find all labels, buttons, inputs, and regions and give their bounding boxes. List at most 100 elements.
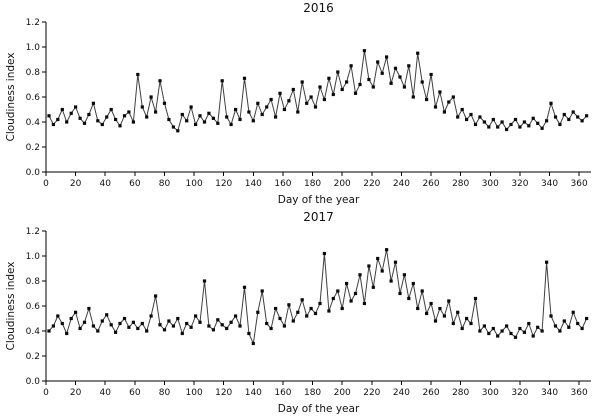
y-tick-label: 1.2 [26,18,40,28]
data-point-marker [265,105,269,109]
data-point-marker [576,321,580,326]
y-axis-label: Cloudiness index [5,52,17,142]
data-point-marker [287,303,291,307]
data-point-marker [242,76,247,80]
data-point-marker [247,331,251,336]
data-point-marker [536,325,540,329]
data-point-marker [491,117,495,122]
x-tick-label: 160 [274,179,291,189]
data-point-marker [114,117,118,122]
data-point-marker [473,122,478,127]
data-point-marker [540,329,544,333]
data-point-marker [402,273,406,277]
x-tick-label: 140 [245,179,262,189]
data-point-marker [345,281,349,286]
data-point-marker [567,117,571,122]
data-point-marker [154,110,158,114]
data-point-marker [282,107,286,112]
x-tick-label: 280 [452,388,469,398]
data-point-marker [47,114,51,118]
data-point-marker [398,291,402,296]
x-axis-label: Day of the year [277,194,360,206]
data-point-marker [389,279,393,283]
data-point-marker [291,87,295,92]
data-point-marker [234,314,238,318]
data-point-marker [429,301,433,306]
data-point-marker [496,125,500,129]
data-point-marker [296,310,300,314]
chart-2017-plot: 0 20 40 60 80 100 120 140 160 180 200 220 240 260 280 3… [26,227,591,398]
data-point-marker [371,85,375,89]
x-tick-label: 180 [304,179,321,189]
data-point-marker [513,117,518,122]
y-tick-label: 0.6 [26,93,41,103]
data-point-marker [429,72,433,77]
data-point-marker [313,311,318,316]
x-tick-label: 100 [186,388,203,398]
data-point-marker [220,79,224,83]
data-point-marker [251,119,255,123]
data-point-marker [425,311,429,316]
data-point-marker [167,117,171,122]
y-tick-label: 0.4 [26,118,41,128]
y-tick-label: 0.8 [26,277,41,287]
data-point-marker [82,320,87,324]
data-point-marker [65,120,69,124]
data-point-marker [580,119,584,123]
data-point-marker [585,114,589,118]
data-point-marker [278,316,282,321]
data-point-marker [411,95,415,99]
data-point-marker [518,125,522,129]
data-point-marker [545,260,549,264]
data-point-marker [194,314,198,318]
x-tick-label: 280 [452,179,469,189]
data-point-marker [358,82,362,87]
data-point-marker [442,314,446,318]
data-point-marker [438,90,442,94]
data-point-marker [118,321,122,326]
data-point-marker [505,324,509,328]
data-point-marker [420,289,424,293]
data-point-marker [500,329,504,333]
data-point-marker [327,76,331,80]
data-point-marker [56,314,60,318]
data-point-marker [207,111,211,115]
data-point-marker [331,296,335,301]
data-point-marker [198,320,202,324]
data-point-marker [571,110,575,114]
data-point-marker [487,331,491,336]
data-point-marker [167,319,171,323]
data-point-marker [109,323,113,327]
data-point-marker [447,100,451,104]
data-point-marker [122,316,127,321]
data-point-marker [202,120,207,124]
data-point-marker [158,323,162,327]
data-point-marker [65,331,69,336]
data-point-marker [322,251,326,256]
data-point-marker [140,321,144,326]
data-point-marker [549,101,553,105]
data-point-marker [451,95,455,99]
x-tick-label: 80 [159,179,171,189]
data-point-marker [154,294,158,298]
x-tick-label: 160 [274,388,291,398]
data-point-marker [51,122,55,127]
x-tick-label: 60 [129,179,141,189]
data-point-marker [269,97,273,102]
data-point-marker [176,129,180,133]
data-point-marker [562,112,566,117]
data-point-marker [56,117,60,122]
y-tick-label: 0.2 [26,352,40,362]
x-tick-label: 240 [393,179,410,189]
data-point-marker [256,310,260,314]
data-point-marker [260,112,264,117]
data-point-marker [109,107,113,112]
data-point-marker [313,105,318,109]
data-point-marker [96,119,100,123]
data-point-marker [393,260,398,264]
data-point-marker [305,101,309,105]
data-point-marker [207,324,211,328]
data-point-marker [211,116,215,120]
data-point-marker [442,110,446,114]
data-point-marker [380,71,384,75]
